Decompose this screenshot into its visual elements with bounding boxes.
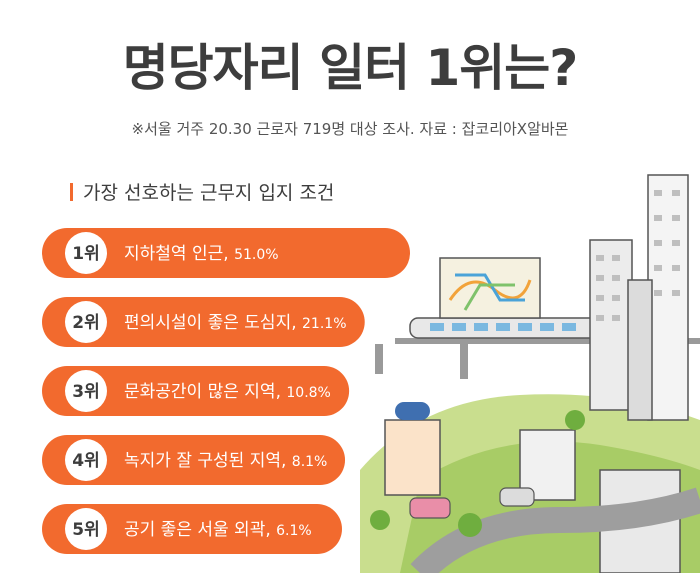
bar-5 [42,504,342,554]
rank-badge [65,508,107,550]
category-label: 지하철역 인근, 51.0% [124,244,279,264]
bar-1 [42,228,410,278]
value-label: 21.1% [302,316,346,332]
section-title: 가장 선호하는 근무지 입지 조건 [83,182,335,204]
rank-badge [65,439,107,481]
page-title: 명당자리 일터 1위는? [122,39,579,97]
category-label: 공기 좋은 서울 외곽, 6.1% [124,520,312,540]
bar-4 [42,435,346,485]
rank-label: 4위 [72,451,99,471]
city-background [360,174,700,573]
bars-group: 1위 지하철역 인근, 51.0% 2위 편의시설이 좋은 도심지, 21.1% 3위 문… [42,228,410,554]
category-label: 녹지가 잘 구성된 지역, 8.1% [124,451,327,471]
rank-badge [65,232,107,274]
value-label: 8.1% [292,454,328,470]
rank-label: 3위 [72,382,99,402]
category-label: 편의시설이 좋은 도심지, 21.1% [124,313,347,333]
source-note: ※서울 거주 20.30 근로자 719명 대상 조사. 자료 : 잡코리아X알… [131,120,569,138]
rank-label: 5위 [72,520,99,540]
value-label: 10.8% [286,385,330,401]
rank-badge [65,301,107,343]
rank-badge [65,370,107,412]
category-label: 문화공간이 많은 지역, 10.8% [124,382,331,402]
section-marker [70,183,73,201]
value-label: 6.1% [276,523,312,539]
bar-3 [42,366,350,416]
section-heading: 가장 선호하는 근무지 입지 조건 [70,178,334,205]
value-label: 51.0% [234,247,278,263]
rank-label: 1위 [72,244,99,264]
bar-2 [42,297,365,347]
rank-label: 2위 [72,313,99,333]
